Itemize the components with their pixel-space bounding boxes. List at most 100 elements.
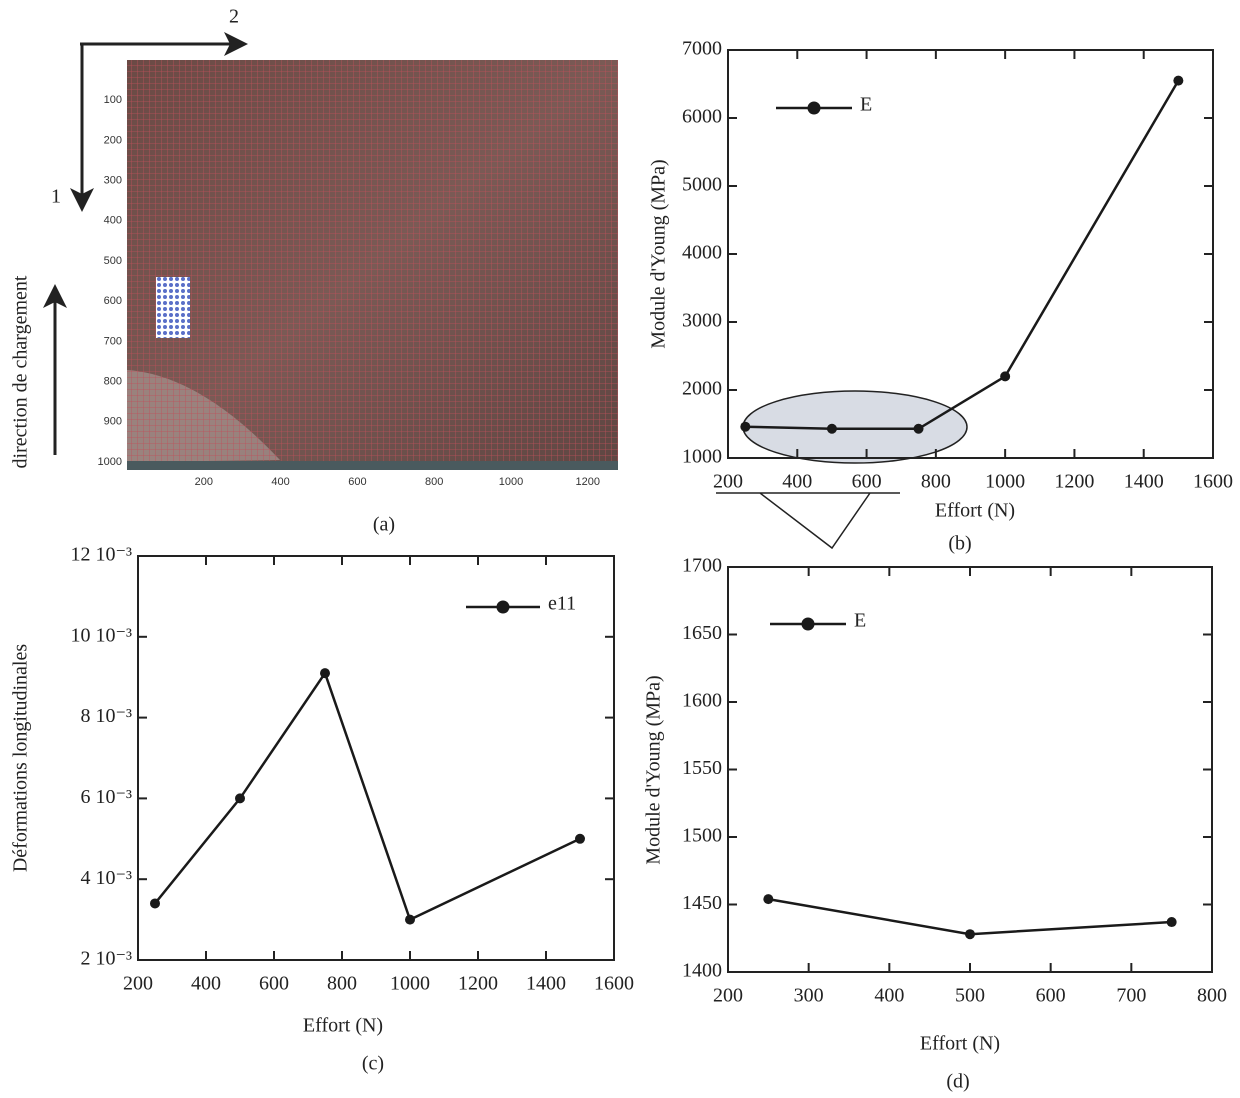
x-tick-label: 400	[191, 973, 221, 995]
x-tick-label: 200	[713, 985, 743, 1007]
y-tick-label: 1600	[682, 690, 722, 712]
data-point	[826, 423, 837, 434]
y-tick-label: 4000	[682, 242, 722, 264]
y-tick-label: 100	[104, 94, 122, 106]
y-tick-label: 1000	[98, 456, 122, 468]
y-tick-label: 6 10⁻³	[80, 786, 132, 808]
y-tick-label: 1450	[682, 892, 722, 914]
x-tick-label: 1000	[985, 471, 1025, 493]
x-tick-label: 600	[259, 973, 289, 995]
x-tick-label: 200	[713, 471, 743, 493]
x-tick-label: 700	[1116, 985, 1146, 1007]
data-point	[575, 833, 585, 844]
y-tick-label: 2000	[682, 378, 722, 400]
y-tick-label: 500	[104, 255, 122, 267]
y-tick-label: 700	[104, 335, 122, 347]
x-tick-label: 800	[921, 471, 951, 493]
y-tick-label: 1550	[682, 757, 722, 779]
y-tick-label: 1650	[682, 622, 722, 644]
plot-frame	[137, 555, 615, 961]
y-axis-label: Module d'Young (MPa)	[648, 159, 670, 348]
legend-marker	[496, 600, 510, 614]
y-tick-label: 6000	[682, 106, 722, 128]
caption: (a)	[373, 514, 395, 536]
panel-a-image	[127, 60, 618, 470]
x-tick-label: 600	[852, 471, 882, 493]
x-tick-label: 200	[195, 476, 213, 488]
data-point	[1166, 917, 1177, 928]
x-tick-label: 1600	[1193, 471, 1233, 493]
y-tick-label: 1700	[682, 555, 722, 577]
y-tick-label: 200	[104, 134, 122, 146]
y-tick-label: 10 10⁻³	[70, 624, 132, 646]
data-point	[965, 929, 975, 940]
y-tick-label: 1400	[682, 960, 722, 982]
x-tick-label: 800	[425, 476, 443, 488]
y-tick-label: 2 10⁻³	[80, 948, 132, 970]
loading-label: direction de chargement	[10, 275, 32, 468]
x-tick-label: 400	[874, 985, 904, 1007]
y-tick-label: 12 10⁻³	[70, 544, 132, 566]
data-point	[320, 668, 330, 679]
axis-arrows	[43, 32, 248, 455]
data-point	[1000, 371, 1011, 382]
data-point	[740, 421, 751, 432]
x-tick-label: 200	[123, 973, 153, 995]
y-tick-label: 900	[104, 416, 122, 428]
x-tick-label: 1200	[1054, 471, 1094, 493]
x-axis-label: Effort (N)	[303, 1015, 383, 1037]
legend-label: E	[860, 94, 872, 116]
y-axis-label: Module d'Young (MPa)	[643, 675, 665, 864]
x-tick-label: 1400	[1124, 471, 1164, 493]
legend-marker	[807, 101, 821, 115]
y-tick-label: 7000	[682, 38, 722, 60]
legend-label: E	[854, 610, 866, 632]
x-axis-label: Effort (N)	[920, 1033, 1000, 1055]
x-tick-label: 400	[782, 471, 812, 493]
data-line	[154, 670, 581, 922]
y-tick-label: 3000	[682, 310, 722, 332]
data-line	[745, 79, 1180, 431]
data-point	[913, 423, 924, 434]
x-tick-label: 600	[348, 476, 366, 488]
y-tick-label: 4 10⁻³	[80, 867, 132, 889]
data-point	[763, 894, 774, 905]
caption: (d)	[946, 1071, 969, 1093]
y-tick-label: 1000	[682, 446, 722, 468]
legend-label: e11	[548, 593, 576, 615]
x-tick-label: 300	[794, 985, 824, 1007]
data-point	[1173, 75, 1184, 86]
caption: (b)	[948, 533, 971, 555]
y-tick-label: 300	[104, 175, 122, 187]
x-tick-label: 1400	[526, 973, 566, 995]
data-line	[768, 897, 1172, 936]
y-tick-label: 1500	[682, 825, 722, 847]
x-tick-label: 400	[271, 476, 289, 488]
data-point	[405, 914, 415, 925]
x-tick-label: 1000	[499, 476, 523, 488]
plot-frame	[727, 566, 1213, 973]
caption: (c)	[362, 1053, 384, 1075]
legend-marker	[801, 617, 815, 631]
y-tick-label: 5000	[682, 174, 722, 196]
highlight	[716, 390, 968, 550]
y-axis-label: Déformations longitudinales	[10, 644, 32, 873]
y-tick-label: 600	[104, 295, 122, 307]
x-tick-label: 800	[1197, 985, 1227, 1007]
data-point	[150, 898, 160, 909]
x-tick-label: 800	[327, 973, 357, 995]
y-tick-label: 400	[104, 215, 122, 227]
data-point	[235, 793, 245, 804]
x-tick-label: 1000	[390, 973, 430, 995]
x-tick-label: 500	[955, 985, 985, 1007]
x-tick-label: 1200	[576, 476, 600, 488]
x-tick-label: 1200	[458, 973, 498, 995]
x-tick-label: 1600	[594, 973, 634, 995]
y-tick-label: 8 10⁻³	[80, 705, 132, 727]
x-axis-label: Effort (N)	[935, 500, 1015, 522]
x-tick-label: 600	[1036, 985, 1066, 1007]
axis-2-label: 2	[229, 6, 239, 28]
axis-1-label: 1	[51, 186, 61, 208]
y-tick-label: 800	[104, 376, 122, 388]
